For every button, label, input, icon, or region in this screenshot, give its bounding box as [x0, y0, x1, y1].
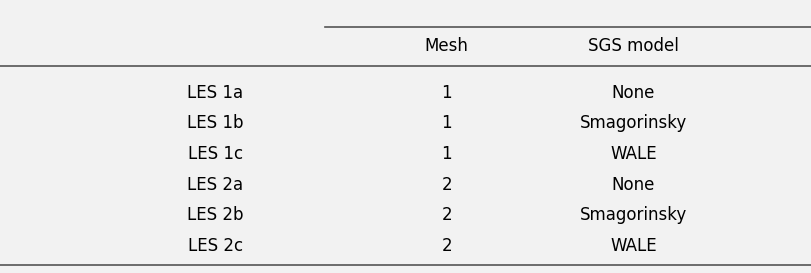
Text: 1: 1	[440, 84, 452, 102]
Text: None: None	[611, 176, 654, 194]
Text: LES 1c: LES 1c	[188, 145, 243, 163]
Text: Mesh: Mesh	[424, 37, 468, 55]
Text: 1: 1	[440, 114, 452, 132]
Text: Smagorinsky: Smagorinsky	[579, 114, 686, 132]
Text: LES 2b: LES 2b	[187, 206, 243, 224]
Text: None: None	[611, 84, 654, 102]
Text: SGS model: SGS model	[587, 37, 678, 55]
Text: LES 2a: LES 2a	[187, 176, 243, 194]
Text: 2: 2	[440, 206, 452, 224]
Text: LES 1a: LES 1a	[187, 84, 243, 102]
Text: Smagorinsky: Smagorinsky	[579, 206, 686, 224]
Text: LES 2c: LES 2c	[188, 237, 243, 255]
Text: WALE: WALE	[609, 237, 656, 255]
Text: 2: 2	[440, 176, 452, 194]
Text: LES 1b: LES 1b	[187, 114, 243, 132]
Text: 2: 2	[440, 237, 452, 255]
Text: 1: 1	[440, 145, 452, 163]
Text: WALE: WALE	[609, 145, 656, 163]
